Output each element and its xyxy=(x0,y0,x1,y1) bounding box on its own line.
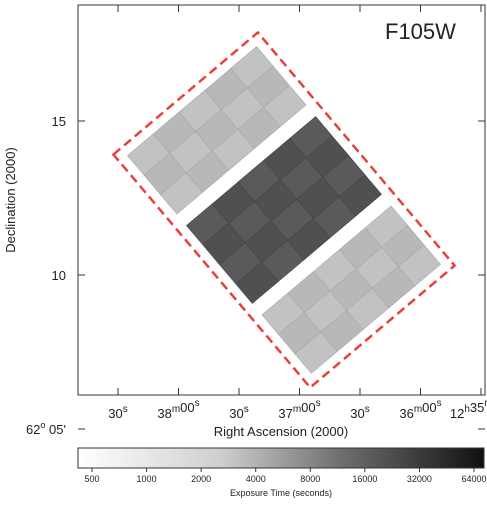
colorbar-title: Exposure Time (seconds) xyxy=(230,488,332,498)
lower-right-mosaic xyxy=(261,205,441,374)
y-tick-label: 15 xyxy=(52,114,66,129)
x-tick-label: 38m00s xyxy=(157,398,199,421)
colorbar-tick-label: 1000 xyxy=(137,474,157,484)
y-tick-label: 62o 05' xyxy=(26,420,66,437)
x-tick-label: 30s xyxy=(350,404,369,421)
colorbar-tick-label: 16000 xyxy=(352,474,377,484)
colorbar-tick-label: 500 xyxy=(84,474,99,484)
exposure-tile xyxy=(338,174,382,217)
colorbar-ticks: 500 1000 2000 4000 8000 16000 32000 64000 xyxy=(84,468,487,484)
x-axis: 30s 38m00s 30s 37m00s 30s 36m00s 12h35m30s xyxy=(108,5,487,421)
filter-label: F105W xyxy=(385,19,456,44)
x-tick-label: 30s xyxy=(108,404,127,421)
colorbar-tick-label: 4000 xyxy=(246,474,266,484)
colorbar xyxy=(77,447,485,469)
exposure-tile xyxy=(263,85,307,128)
exposure-map xyxy=(127,46,441,374)
footprint-outline-path xyxy=(111,30,457,390)
x-tick-label: 37m00s xyxy=(278,398,320,421)
colorbar-tick-label: 32000 xyxy=(407,474,432,484)
exposure-tile xyxy=(397,244,441,287)
colorbar-tick-label: 2000 xyxy=(191,474,211,484)
x-axis-title: Right Ascension (2000) xyxy=(214,424,348,439)
x-tick-label: 12h35m30s xyxy=(450,392,487,421)
center-mosaic xyxy=(186,116,382,304)
upper-left-mosaic xyxy=(127,46,307,215)
y-axis: 2520151062o 05' xyxy=(26,114,485,437)
y-axis-title: Declination (2000) xyxy=(3,147,18,253)
x-tick-label: 36m00s xyxy=(399,398,441,421)
colorbar-tick-label: 8000 xyxy=(300,474,320,484)
y-tick-label: 10 xyxy=(52,268,66,283)
x-tick-label: 30s xyxy=(229,404,248,421)
footprint-outline xyxy=(111,30,457,390)
colorbar-tick-label: 64000 xyxy=(461,474,486,484)
